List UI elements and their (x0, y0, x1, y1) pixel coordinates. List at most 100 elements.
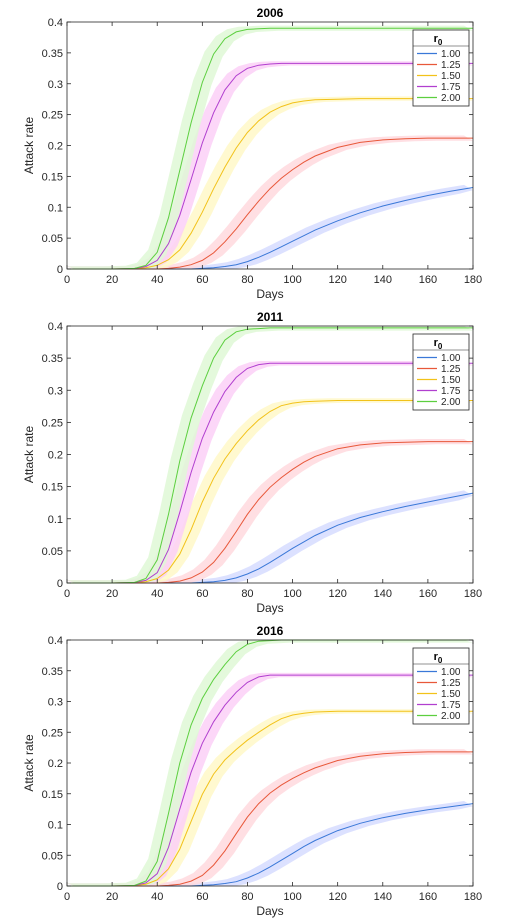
x-tick-label: 180 (464, 891, 482, 903)
legend-title: r0 (434, 33, 443, 47)
legend-label-r0-2.00: 2.00 (441, 711, 461, 722)
x-tick-label: 180 (464, 274, 482, 286)
x-tick-label: 40 (151, 891, 163, 903)
chart-panel-2006: 0 20 40 60 80 100 120 140 160 180 0 0.05 0.1 0.15 0.2 0… (22, 6, 482, 301)
band-r0-2.00 (67, 640, 473, 886)
x-tick-label: 20 (106, 274, 118, 286)
y-tick-label: 0.1 (48, 514, 63, 526)
y-tick-label: 0.3 (48, 79, 63, 91)
y-tick-label: 0.25 (42, 727, 63, 739)
x-tick-label: 120 (328, 274, 346, 286)
x-tick-label: 20 (106, 891, 118, 903)
plot-area (67, 326, 473, 583)
y-axis-label: Attack rate (22, 116, 36, 174)
series-line-r0-1.50 (67, 400, 473, 584)
x-tick-label: 80 (241, 588, 253, 600)
legend-label-r0-2.00: 2.00 (441, 397, 461, 408)
x-tick-label: 120 (328, 588, 346, 600)
x-tick-label: 60 (196, 588, 208, 600)
x-axis-label: Days (256, 287, 283, 301)
x-tick-label: 180 (464, 588, 482, 600)
y-tick-label: 0.2 (48, 758, 63, 770)
series-line-r0-1.50 (67, 98, 473, 270)
x-tick-label: 0 (64, 274, 70, 286)
y-tick-label: 0.15 (42, 482, 63, 494)
legend-title-main: r (434, 337, 439, 349)
band-r0-2.00 (67, 25, 473, 269)
band-r0-2.00 (67, 326, 473, 583)
y-axis-label: Attack rate (22, 425, 36, 483)
x-axis-label: Days (256, 904, 283, 918)
legend-title-subscript: 0 (438, 342, 443, 351)
series-line-r0-2.00 (67, 27, 473, 270)
y-tick-label: 0.25 (42, 110, 63, 122)
x-tick-label: 140 (374, 891, 392, 903)
y-tick-label: 0.25 (42, 417, 63, 429)
chart-title: 2016 (257, 624, 284, 638)
legend-label-r0-1.25: 1.25 (441, 364, 461, 375)
y-tick-label: 0.05 (42, 233, 63, 245)
y-tick-label: 0 (57, 264, 63, 276)
chart-title: 2011 (257, 310, 283, 324)
x-tick-label: 120 (328, 891, 346, 903)
x-tick-label: 160 (419, 588, 437, 600)
chart-title: 2006 (257, 6, 284, 20)
series-line-r0-1.75 (67, 62, 473, 270)
series-line-r0-1.75 (67, 674, 473, 887)
band-r0-1.00 (67, 184, 473, 269)
legend-label-r0-1.75: 1.75 (441, 82, 461, 93)
legend-label-r0-1.00: 1.00 (441, 667, 461, 678)
plot-area (67, 22, 473, 269)
legend-label-r0-1.25: 1.25 (441, 678, 461, 689)
legend: r0 1.001.251.501.752.00 (412, 29, 470, 107)
y-tick-label: 0.35 (42, 353, 63, 365)
y-tick-label: 0.35 (42, 666, 63, 678)
chart-panel-2011: 0 20 40 60 80 100 120 140 160 180 0 0.05 0.1 0.15 0.2 0… (22, 310, 482, 615)
y-tick-label: 0.3 (48, 385, 63, 397)
x-tick-label: 80 (241, 274, 253, 286)
y-tick-label: 0.4 (48, 17, 63, 29)
legend-label-r0-1.50: 1.50 (441, 71, 461, 82)
x-tick-label: 40 (151, 274, 163, 286)
legend-label-r0-1.75: 1.75 (441, 386, 461, 397)
x-tick-label: 40 (151, 588, 163, 600)
x-tick-label: 140 (374, 588, 392, 600)
legend-title-main: r (434, 33, 439, 45)
legend-label-r0-1.00: 1.00 (441, 49, 461, 60)
legend: r0 1.001.251.501.752.00 (412, 333, 470, 411)
y-tick-label: 0.05 (42, 850, 63, 862)
legend-label-r0-1.75: 1.75 (441, 700, 461, 711)
legend-box (412, 333, 470, 411)
y-tick-label: 0.1 (48, 202, 63, 214)
band-r0-1.00 (67, 801, 473, 886)
y-tick-label: 0.2 (48, 450, 63, 462)
x-tick-label: 20 (106, 588, 118, 600)
x-tick-label: 160 (419, 891, 437, 903)
y-tick-label: 0.05 (42, 546, 63, 558)
x-tick-label: 100 (283, 891, 301, 903)
legend-label-r0-1.25: 1.25 (441, 60, 461, 71)
legend-label-r0-2.00: 2.00 (441, 93, 461, 104)
x-tick-label: 0 (64, 588, 70, 600)
x-axis-label: Days (256, 601, 283, 615)
band-r0-1.00 (67, 490, 473, 583)
series-line-r0-1.50 (67, 710, 473, 887)
y-tick-label: 0.15 (42, 171, 63, 183)
legend-label-r0-1.50: 1.50 (441, 375, 461, 386)
legend-title-main: r (434, 651, 439, 663)
chart-panel-2016: 0 20 40 60 80 100 120 140 160 180 0 0.05 0.1 0.15 0.2 0… (22, 624, 482, 918)
x-tick-label: 0 (64, 891, 70, 903)
plot-area (67, 640, 473, 886)
legend-label-r0-1.50: 1.50 (441, 689, 461, 700)
y-tick-label: 0 (57, 578, 63, 590)
x-tick-label: 100 (283, 274, 301, 286)
legend-title: r0 (434, 651, 443, 665)
y-tick-label: 0.1 (48, 820, 63, 832)
y-tick-label: 0.3 (48, 697, 63, 709)
legend-title-subscript: 0 (438, 656, 443, 665)
legend-title-subscript: 0 (438, 38, 443, 47)
x-tick-label: 140 (374, 274, 392, 286)
y-tick-label: 0.4 (48, 321, 63, 333)
series-line-r0-1.75 (67, 362, 473, 584)
